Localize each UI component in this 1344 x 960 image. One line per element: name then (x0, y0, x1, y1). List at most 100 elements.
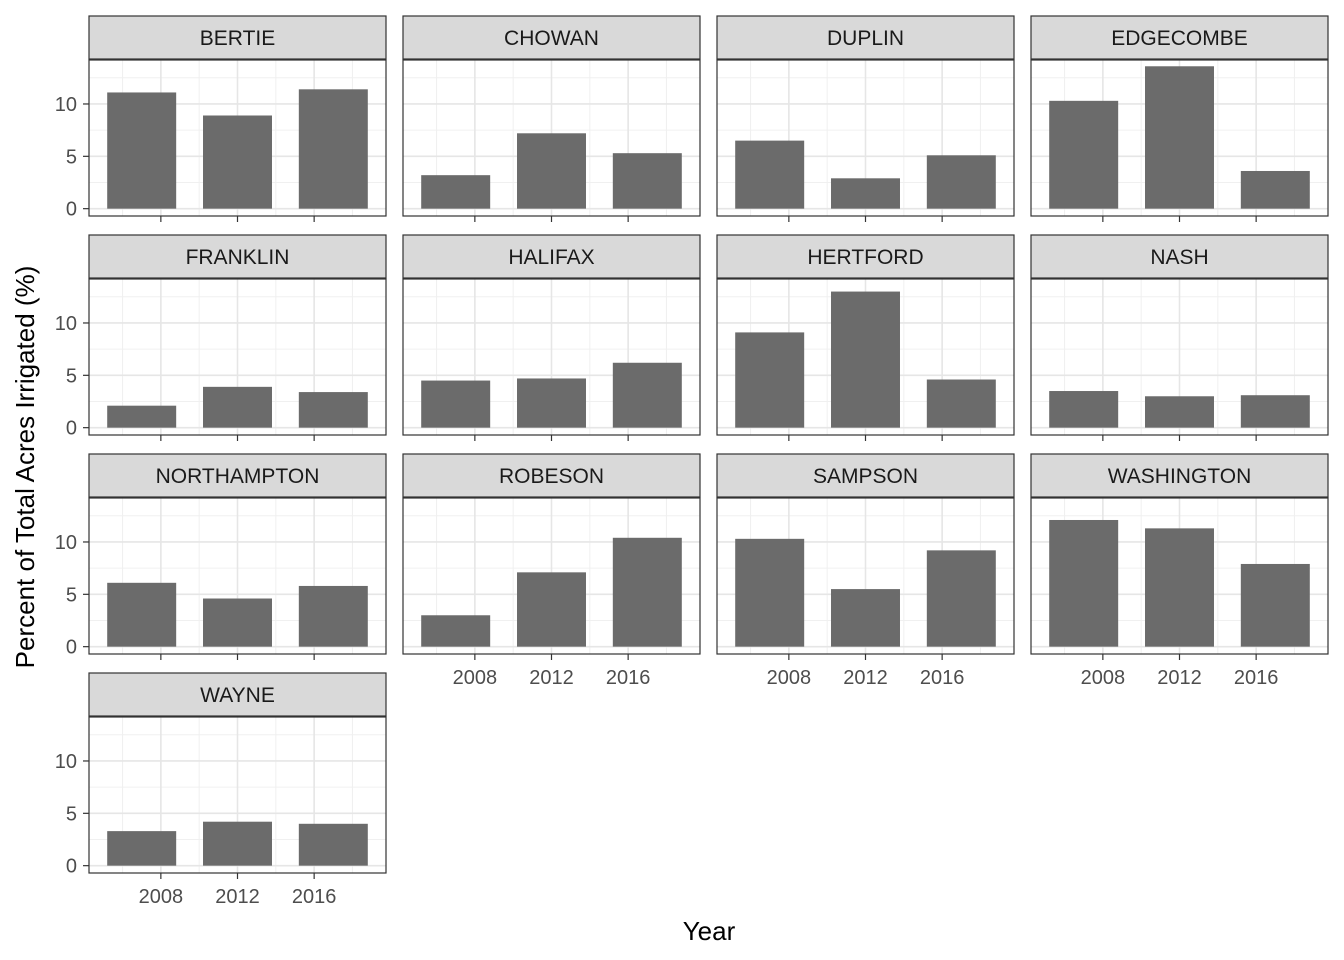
bar (926, 550, 996, 647)
facet-strip (1030, 15, 1329, 60)
y-tick-label: 0 (66, 637, 77, 659)
facet-panel-sampson: SAMPSON 2008 2012 2016 (716, 453, 1015, 689)
bar (517, 133, 586, 209)
facet-strip-label: SAMPSON (813, 465, 918, 488)
x-axis-title: Year (683, 916, 736, 946)
y-tick-label: 0 (66, 199, 77, 221)
facet-strip (716, 15, 1015, 60)
bar (612, 537, 682, 647)
x-tick-label: 2008 (453, 667, 498, 689)
bar (203, 386, 272, 428)
facet-strip (716, 234, 1015, 279)
bar (735, 538, 805, 647)
facet-strip-label: NASH (1150, 246, 1208, 269)
bar (298, 392, 368, 428)
x-tick-label: 2012 (843, 667, 888, 689)
facet-strip (716, 453, 1015, 498)
facet-strip-label: ROBESON (499, 465, 604, 488)
bar (831, 178, 900, 209)
y-tick-label: 10 (55, 94, 77, 116)
x-tick-label: 2012 (1157, 667, 1202, 689)
y-axis-title: Percent of Total Acres Irrigated (%) (10, 266, 40, 669)
facet-panel-edgecombe: EDGECOMBE (1030, 15, 1329, 222)
bar (735, 332, 805, 428)
facet-strip-label: NORTHAMPTON (156, 465, 320, 488)
facet-strip-label: BERTIE (200, 27, 275, 50)
bar (107, 405, 177, 428)
bar (1049, 519, 1119, 647)
bar (831, 291, 900, 428)
x-tick-label: 2016 (292, 886, 337, 908)
bar (926, 379, 996, 428)
bar (203, 821, 272, 866)
y-tick-label: 0 (66, 418, 77, 440)
facet-strip (88, 672, 387, 717)
bar (1145, 528, 1214, 647)
y-tick-label: 5 (66, 365, 77, 387)
facet-strip-label: DUPLIN (827, 27, 904, 50)
facet-panel-franklin: FRANKLIN 0 5 10 (55, 234, 387, 441)
x-tick-label: 2016 (920, 667, 965, 689)
bar (107, 831, 177, 866)
facet-panel-northampton: NORTHAMPTON 0 5 10 (55, 453, 387, 660)
bar (926, 155, 996, 209)
bar (1049, 391, 1119, 428)
bar (298, 823, 368, 866)
facet-strip (88, 234, 387, 279)
bar (203, 115, 272, 209)
bar (421, 175, 491, 209)
bar (612, 362, 682, 428)
facet-strip-label: HALIFAX (508, 246, 594, 269)
facet-panel-washington: WASHINGTON 2008 2012 2016 (1030, 453, 1329, 689)
bar (298, 585, 368, 647)
facet-strip-label: CHOWAN (504, 27, 599, 50)
facet-panel-chowan: CHOWAN (402, 15, 701, 222)
y-tick-label: 0 (66, 856, 77, 878)
facet-strip-label: FRANKLIN (186, 246, 290, 269)
facet-panel-bertie: BERTIE 0 5 10 (55, 15, 387, 222)
facet-strip (88, 453, 387, 498)
bar (203, 598, 272, 647)
x-tick-label: 2008 (767, 667, 812, 689)
y-tick-label: 10 (55, 532, 77, 554)
facet-strip-label: WAYNE (200, 684, 275, 707)
bar (1240, 563, 1310, 647)
y-tick-label: 10 (55, 313, 77, 335)
bar (517, 378, 586, 428)
y-tick-label: 5 (66, 803, 77, 825)
facet-panel-halifax: HALIFAX (402, 234, 701, 441)
x-tick-label: 2008 (139, 886, 184, 908)
facet-panel-robeson: ROBESON 2008 2012 2016 (402, 453, 701, 689)
bar (421, 615, 491, 647)
bar (421, 380, 491, 428)
facet-panel-duplin: DUPLIN (716, 15, 1015, 222)
facet-strip (402, 453, 701, 498)
facet-strip-label: HERTFORD (807, 246, 923, 269)
facet-panel-hertford: HERTFORD (716, 234, 1015, 441)
bar (1240, 170, 1310, 209)
facet-strip (1030, 453, 1329, 498)
bar (107, 92, 177, 209)
bar (831, 589, 900, 647)
y-tick-label: 10 (55, 751, 77, 773)
facet-strip (1030, 234, 1329, 279)
facet-strip (402, 15, 701, 60)
x-tick-label: 2012 (215, 886, 260, 908)
x-tick-label: 2016 (1234, 667, 1279, 689)
bar (1049, 100, 1119, 209)
facet-panel-wayne: WAYNE 0 5 10 2008 2012 2016 (55, 672, 387, 908)
bar (1145, 66, 1214, 209)
facet-strip (402, 234, 701, 279)
bar (1240, 395, 1310, 428)
facet-strip-label: EDGECOMBE (1111, 27, 1248, 50)
facet-strip-label: WASHINGTON (1108, 465, 1252, 488)
bar (298, 89, 368, 209)
y-tick-label: 5 (66, 146, 77, 168)
x-tick-label: 2008 (1081, 667, 1126, 689)
bar (735, 140, 805, 209)
x-tick-label: 2016 (606, 667, 651, 689)
bar (1145, 396, 1214, 428)
x-tick-label: 2012 (529, 667, 574, 689)
facet-strip (88, 15, 387, 60)
